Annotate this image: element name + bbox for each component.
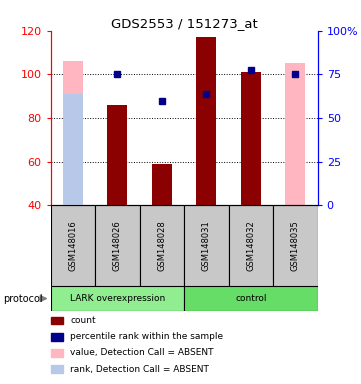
- Text: percentile rank within the sample: percentile rank within the sample: [70, 332, 223, 341]
- Bar: [273, 205, 318, 286]
- Text: value, Detection Call = ABSENT: value, Detection Call = ABSENT: [70, 348, 214, 358]
- Bar: [95, 205, 140, 286]
- Bar: [63, 94, 83, 205]
- Text: control: control: [235, 294, 267, 303]
- Bar: [184, 286, 318, 311]
- Text: GSM148026: GSM148026: [113, 220, 122, 271]
- Text: GSM148032: GSM148032: [247, 220, 255, 271]
- Bar: [184, 205, 229, 286]
- Title: GDS2553 / 151273_at: GDS2553 / 151273_at: [111, 17, 257, 30]
- Text: count: count: [70, 316, 96, 325]
- Bar: [107, 105, 127, 205]
- Text: protocol: protocol: [4, 293, 43, 304]
- Text: GSM148035: GSM148035: [291, 220, 300, 271]
- Bar: [51, 286, 184, 311]
- Text: GSM148031: GSM148031: [202, 220, 211, 271]
- Bar: [286, 63, 305, 205]
- Bar: [63, 61, 83, 205]
- Bar: [152, 164, 172, 205]
- Text: rank, Detection Call = ABSENT: rank, Detection Call = ABSENT: [70, 364, 209, 374]
- Bar: [241, 72, 261, 205]
- Text: GSM148016: GSM148016: [68, 220, 77, 271]
- Text: GSM148028: GSM148028: [157, 220, 166, 271]
- Text: LARK overexpression: LARK overexpression: [70, 294, 165, 303]
- Bar: [140, 205, 184, 286]
- Bar: [51, 205, 95, 286]
- Bar: [229, 205, 273, 286]
- Bar: [196, 37, 216, 205]
